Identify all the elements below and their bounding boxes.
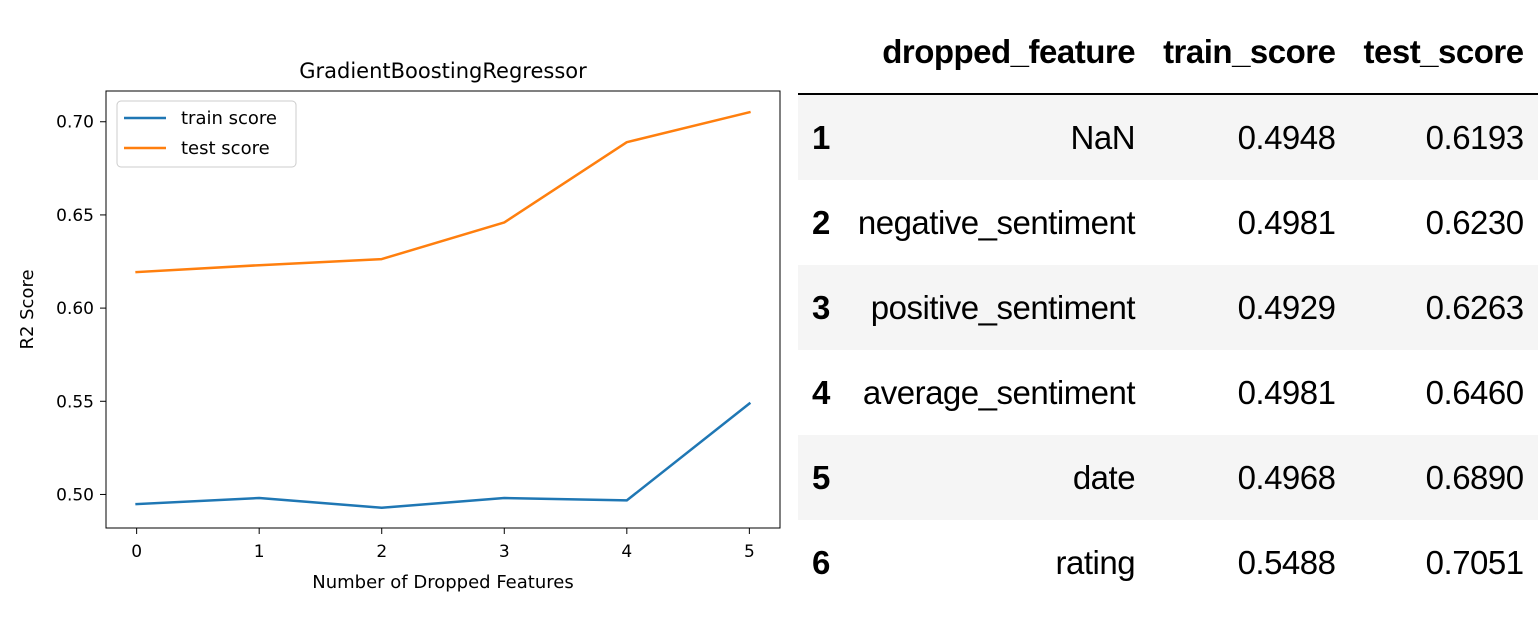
x-axis-title: Number of Dropped Features bbox=[312, 572, 573, 593]
legend-label: test score bbox=[181, 138, 270, 159]
table-row: 2 negative_sentiment 0.4981 0.6230 bbox=[798, 180, 1538, 265]
test-score-cell: 0.6230 bbox=[1425, 203, 1524, 241]
series-line-train-score bbox=[135, 401, 752, 509]
plot-area-frame bbox=[105, 90, 781, 529]
x-axis-ticks: 0 1 2 3 4 5 bbox=[131, 528, 755, 562]
test-score-header: test_score bbox=[1349, 10, 1538, 95]
y-tick-label: 0.65 bbox=[56, 206, 94, 226]
table-row: 3 positive_sentiment 0.4929 0.6263 bbox=[798, 265, 1538, 350]
y-axis-title: R2 Score bbox=[17, 269, 38, 349]
row-index: 2 bbox=[812, 203, 830, 241]
y-tick-label: 0.60 bbox=[56, 299, 94, 319]
dropped-feature-cell: negative_sentiment bbox=[857, 203, 1136, 241]
dropped-feature-header: dropped_feature bbox=[843, 10, 1150, 95]
index-header bbox=[798, 10, 844, 95]
train-score-cell: 0.4981 bbox=[1237, 373, 1336, 411]
train-score-cell: 0.4968 bbox=[1149, 435, 1350, 520]
dropped-feature-cell: date bbox=[843, 435, 1150, 520]
row-index: 6 bbox=[812, 543, 830, 581]
x-tick-label: 1 bbox=[254, 542, 265, 562]
line-chart: 0.50 0.55 0.60 0.65 0.70 0 1 2 3 4 5 GradientBoos… bbox=[17, 59, 781, 593]
legend-label: train score bbox=[181, 108, 277, 129]
row-index: 5 bbox=[798, 435, 844, 520]
dropped-feature-cell: rating bbox=[1055, 543, 1136, 581]
x-tick-label: 5 bbox=[744, 542, 755, 562]
table-row: 4 average_sentiment 0.4981 0.6460 bbox=[798, 350, 1538, 435]
x-tick-label: 4 bbox=[621, 542, 632, 562]
train-score-cell: 0.5488 bbox=[1237, 543, 1336, 581]
series-line-test-score bbox=[135, 110, 751, 274]
test-score-cell: 0.6193 bbox=[1349, 94, 1538, 180]
row-index: 4 bbox=[812, 373, 830, 411]
row-index: 3 bbox=[798, 265, 844, 350]
train-score-header: train_score bbox=[1149, 10, 1350, 95]
chart-legend: train score test score bbox=[116, 100, 297, 168]
train-score-cell: 0.4929 bbox=[1149, 265, 1350, 350]
test-score-cell: 0.6263 bbox=[1349, 265, 1538, 350]
y-tick-label: 0.70 bbox=[56, 113, 94, 133]
test-score-cell: 0.7051 bbox=[1425, 543, 1524, 581]
test-score-cell: 0.6460 bbox=[1425, 373, 1524, 411]
table-row: 1 NaN 0.4948 0.6193 bbox=[798, 94, 1538, 180]
x-tick-label: 3 bbox=[499, 542, 510, 562]
row-index: 1 bbox=[798, 94, 844, 180]
y-tick-label: 0.55 bbox=[56, 392, 94, 412]
x-tick-label: 0 bbox=[131, 542, 142, 562]
chart-title: GradientBoostingRegressor bbox=[299, 59, 587, 83]
dropped-feature-cell: NaN bbox=[843, 94, 1150, 180]
y-tick-label: 0.50 bbox=[56, 485, 94, 505]
dropped-feature-cell: average_sentiment bbox=[862, 373, 1136, 411]
train-score-cell: 0.4981 bbox=[1237, 203, 1336, 241]
table-row: 6 rating 0.5488 0.7051 bbox=[798, 520, 1538, 605]
table-header-row: dropped_feature train_score test_score bbox=[798, 10, 1538, 95]
y-axis-ticks: 0.50 0.55 0.60 0.65 0.70 bbox=[56, 113, 106, 505]
table-row: 5 date 0.4968 0.6890 bbox=[798, 435, 1538, 520]
series-lines bbox=[135, 110, 752, 509]
x-tick-label: 2 bbox=[376, 542, 387, 562]
test-score-cell: 0.6890 bbox=[1349, 435, 1538, 520]
results-table: dropped_feature train_score test_score 1… bbox=[798, 10, 1538, 605]
train-score-cell: 0.4948 bbox=[1149, 94, 1350, 180]
dropped-feature-cell: positive_sentiment bbox=[843, 265, 1150, 350]
